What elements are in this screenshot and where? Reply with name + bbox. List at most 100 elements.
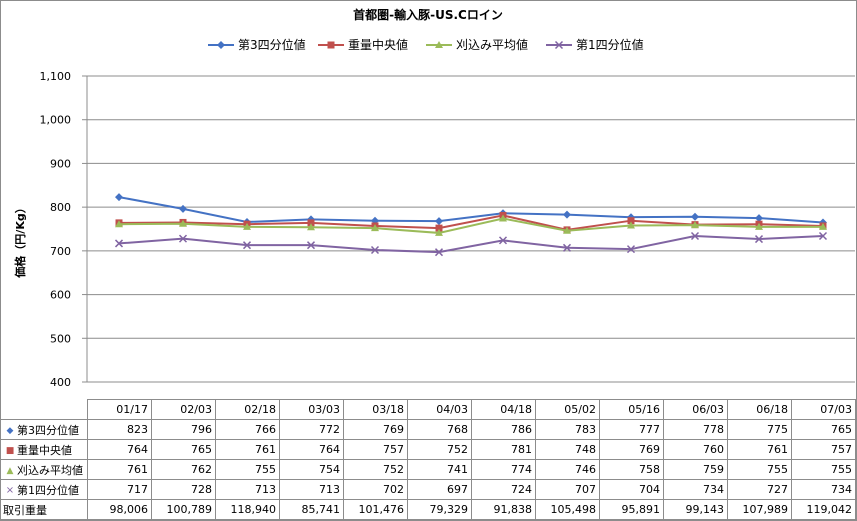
table-cell: 118,940 [215,499,280,520]
table-row: ■ 重量中央値 764 765 761 764 757 752 781 748 769 760 761 7… [0,439,856,460]
table-cell: 796 [151,419,216,440]
table-cell: 783 [535,419,600,440]
x-category-label: 06/03 [663,399,728,420]
table-row-label: 取引重量 [0,499,88,520]
table-row: ◆ 第3四分位値 823 796 766 772 769 768 786 783 777 778 775… [0,419,856,440]
data-point [435,224,443,232]
y-axis-label: 価格（円/Kg） [13,202,27,278]
table-cell: 734 [663,479,728,500]
data-point [626,245,636,254]
table-cell: 772 [279,419,344,440]
y-tick-label: 1,100 [40,70,72,83]
legend-marker [435,41,443,48]
data-point [690,231,700,241]
data-point [691,221,699,229]
table-row-label: ▲ 刈込み平均値 [0,459,88,480]
legend-marker [217,41,225,49]
table-cell: 759 [663,459,728,480]
table-cell: 727 [727,479,792,500]
y-tick-label: 400 [50,376,71,389]
table-cell: 746 [535,459,600,480]
legend-marker [327,41,335,49]
data-point [371,224,379,232]
table-cell: 98,006 [87,499,152,520]
table-cell: 101,476 [343,499,408,520]
chart-title: 首都圏-輸入豚-US.Cロイン [353,7,503,22]
data-point [370,245,380,255]
table-cell: 752 [343,459,408,480]
x-category-label: 02/18 [215,399,280,420]
table-header-row: 01/17 02/03 02/18 03/03 03/18 04/03 04/18 05/02… [0,399,856,420]
data-point [562,243,572,252]
series-name: 第3四分位値 [17,423,79,437]
y-tick-label: 600 [50,289,71,302]
table-cell: 762 [151,459,216,480]
table-cell: 748 [535,439,600,460]
series-name: 重量中央値 [17,443,72,457]
y-tick-label: 800 [50,201,71,214]
table-cell: 85,741 [279,499,344,520]
table-cell: 786 [471,419,536,440]
data-point [114,239,124,248]
data-point [307,219,315,227]
series-name: 刈込み平均値 [17,463,83,477]
series-line [118,234,824,254]
legend: 第3四分位値 重量中央値 刈込み平均値 第1四分位値 [208,37,644,52]
table-cell: 758 [599,459,664,480]
table-cell: 769 [343,419,408,440]
grid-lines [82,75,855,383]
table-cell: 755 [215,459,280,480]
series-lines [114,193,828,257]
table-cell: 761 [87,459,152,480]
table-cell: 717 [87,479,152,500]
x-category-label: 07/03 [791,399,856,420]
data-point [115,220,123,228]
x-category-label: 04/18 [471,399,536,420]
x-category-label: 03/03 [279,399,344,420]
table-cell: 769 [599,439,664,460]
x-category-label: 01/17 [87,399,152,420]
data-table: 01/17 02/03 02/18 03/03 03/18 04/03 04/18 05/02… [0,399,856,520]
table-cell: 702 [343,479,408,500]
data-point [755,222,763,230]
legend-label: 第1四分位値 [576,37,644,52]
data-point [627,217,635,225]
data-point [115,193,123,202]
data-point [627,221,635,229]
legend-label: 第3四分位値 [238,37,306,52]
table-cell: 100,789 [151,499,216,520]
table-row-label: ■ 重量中央値 [0,439,88,460]
table-cell: 760 [663,439,728,460]
data-point [307,223,315,231]
legend-label: 刈込み平均値 [456,37,528,52]
x-category-label: 03/18 [343,399,408,420]
table-cell: 757 [791,439,856,460]
data-point [434,248,444,257]
table-cell: 713 [215,479,280,500]
table-cell: 766 [215,419,280,440]
x-category-label: 05/02 [535,399,600,420]
data-point [819,222,827,230]
table-cell: 741 [407,459,472,480]
table-row-volume: 取引重量 98,006 100,789 118,940 85,741 101,476 79,… [0,499,856,520]
data-point [563,210,571,219]
y-tick-label: 500 [50,332,71,345]
table-row-label: × 第1四分位値 [0,479,88,500]
table-cell: 704 [599,479,664,500]
table-cell: 777 [599,419,664,440]
y-axis-ticks: 400 500 600 700 800 900 1,000 1,100 [40,70,72,389]
table-cell: 781 [471,439,536,460]
table-cell: 755 [727,459,792,480]
data-point [435,228,443,236]
data-point [563,226,571,234]
table-corner [0,399,88,420]
table-cell: 99,143 [663,499,728,520]
data-point [179,204,187,213]
table-cell: 757 [343,439,408,460]
table-cell: 761 [215,439,280,460]
table-cell: 765 [151,439,216,460]
data-point [499,214,507,222]
data-point [242,241,252,250]
table-cell: 761 [727,439,792,460]
data-point [179,219,187,227]
